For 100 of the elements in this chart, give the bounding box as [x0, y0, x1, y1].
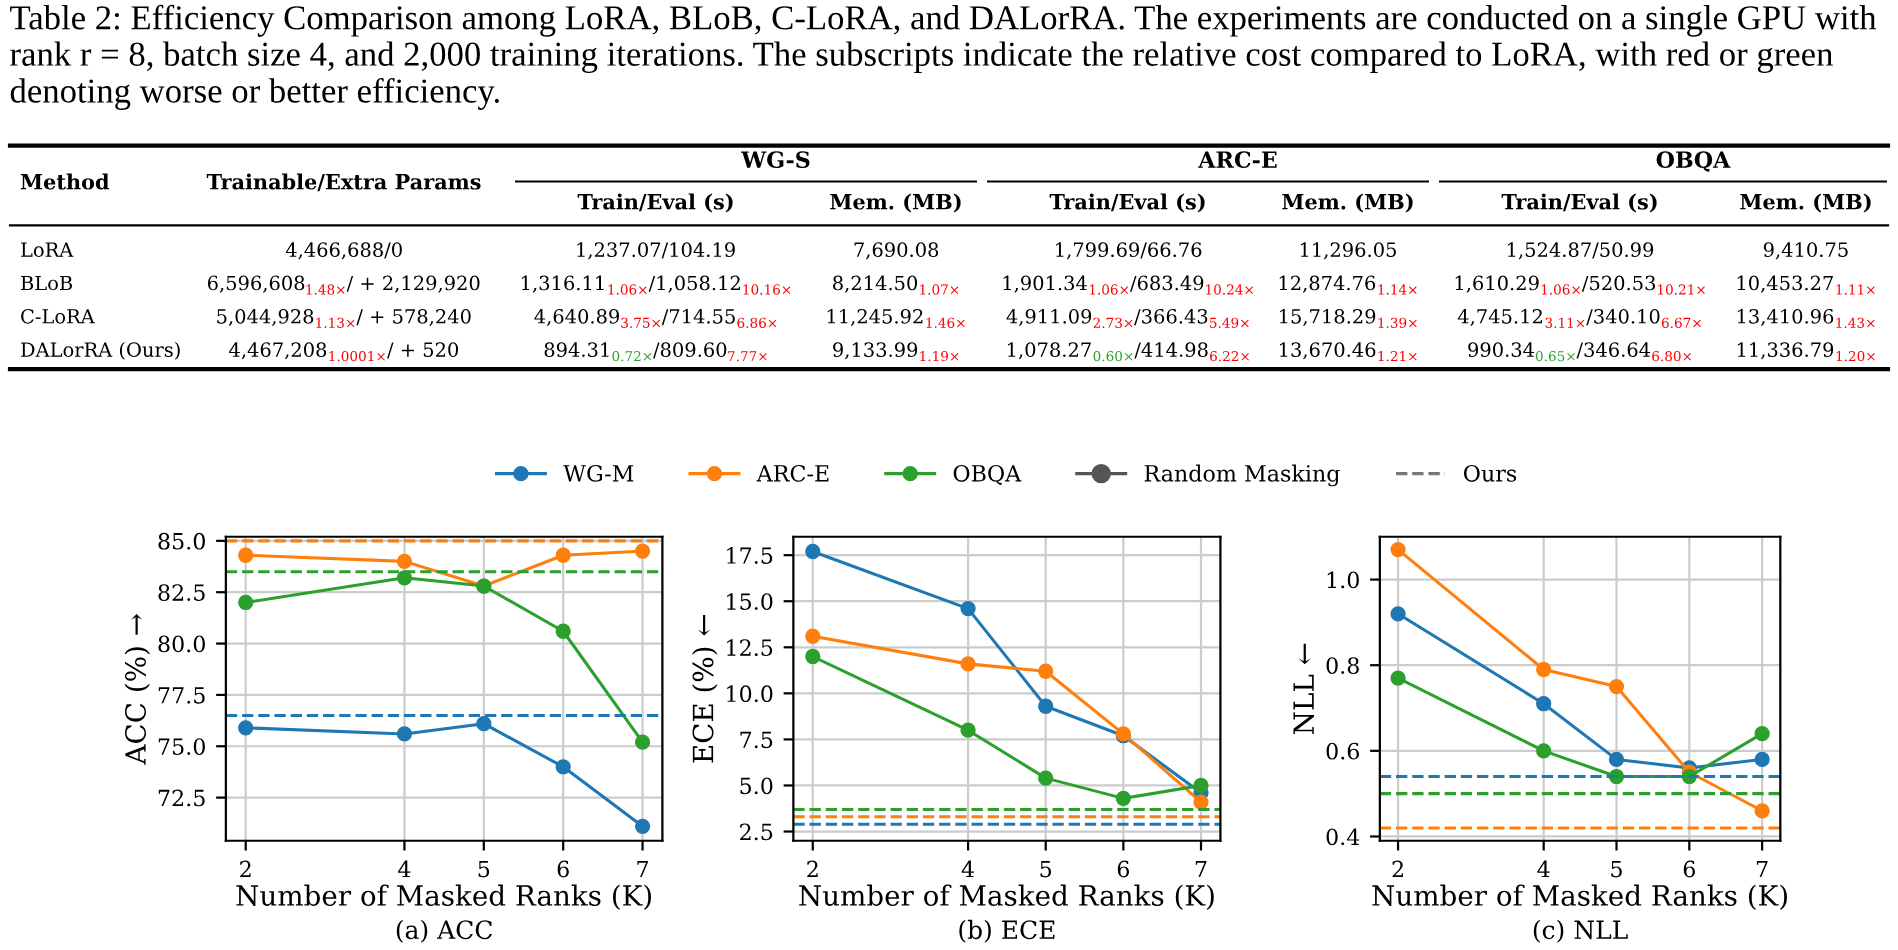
- point: [476, 716, 492, 732]
- legend-label: ARC-E: [756, 464, 829, 482]
- point: [555, 759, 571, 775]
- point: [555, 623, 571, 639]
- point: [960, 600, 976, 617]
- point: [1390, 541, 1406, 558]
- x-tick-label: 4: [398, 860, 411, 878]
- text: Random Masking: [1144, 464, 1340, 487]
- text: 1,524.87/50.99: [1508, 242, 1654, 260]
- point: [805, 648, 821, 665]
- category-label: Mem. (MB): [1282, 193, 1413, 213]
- text: ARC-E: [1198, 151, 1277, 169]
- point: [1038, 663, 1054, 679]
- x-axis-title: Number of Masked Ranks (K): [1372, 884, 1787, 910]
- point: [1536, 696, 1552, 712]
- text: 4,466,688/0: [285, 242, 402, 260]
- y-tick-label: 85.0: [158, 532, 205, 550]
- y-tick-label: 0.6: [1326, 742, 1359, 760]
- point: [238, 594, 254, 611]
- point: [1038, 698, 1054, 714]
- x-tick-label: 6: [557, 860, 569, 878]
- point: [1754, 751, 1770, 768]
- point: [238, 720, 254, 736]
- x-tick-label: 4: [1537, 860, 1550, 878]
- text: 7,690.08: [854, 242, 939, 260]
- text: BLoB: [21, 275, 73, 291]
- y-tick-label: 82.5: [158, 584, 205, 601]
- text: OBQA: [1656, 151, 1731, 172]
- point: [634, 734, 651, 750]
- x-tick-label: 5: [1040, 860, 1052, 878]
- y-axis-title: ACC (%) →: [124, 614, 150, 765]
- x-tick-label: 2: [1392, 860, 1403, 878]
- text: 9,410.75: [1763, 242, 1848, 260]
- y-tick-label: 12.5: [727, 639, 773, 657]
- x-tick-label: 2: [807, 860, 818, 878]
- x-tick-label: 2: [240, 860, 251, 878]
- x-axis-title: Number of Masked Ranks (K): [799, 884, 1214, 910]
- category-label: Mem. (MB): [830, 193, 961, 213]
- y-tick-label: 17.5: [727, 547, 773, 564]
- y-tick-label: 75.0: [158, 738, 205, 756]
- y-tick-label: 15.0: [727, 593, 773, 610]
- point: [1115, 790, 1131, 807]
- point: [960, 656, 976, 672]
- y-tick-label: 10.0: [727, 685, 773, 703]
- point: [555, 547, 571, 563]
- point: [805, 628, 821, 644]
- y-axis-title: NLL ←: [1293, 643, 1315, 735]
- text: Table 2: Efficiency Comparison among LoRA, BLoB, C-LoRA, and DALorRA. The experiments are conducted on a single GPU with rank r = 8, batch size 4, and 2,000 training iterations. The subscripts indicate the relative cost compared to LoRA, with red or green denoting worse or better efficiency.: [10, 4, 1877, 110]
- point: [634, 818, 651, 835]
- y-tick-label: 2.5: [740, 823, 773, 841]
- point: [1193, 794, 1209, 810]
- text: LoRA: [21, 242, 74, 258]
- x-tick-label: 5: [1611, 860, 1622, 878]
- text: (a) ACC: [396, 919, 492, 943]
- y-tick-label: 7.5: [740, 731, 773, 749]
- y-tick-label: 77.5: [158, 687, 205, 704]
- point: [396, 553, 413, 570]
- point: [1608, 678, 1625, 695]
- text: (b) ECE: [959, 919, 1055, 943]
- legend-label: OBQA: [953, 464, 1022, 485]
- text: 1,799.69/66.76: [1056, 242, 1202, 260]
- x-tick-label: 6: [1117, 860, 1130, 878]
- category-label: Trainable/Extra Params: [206, 173, 481, 192]
- legend-label: WG-M: [563, 464, 634, 482]
- point: [805, 543, 821, 560]
- point: [1754, 726, 1770, 742]
- point: [1390, 606, 1406, 622]
- point: [396, 726, 413, 742]
- point: [960, 722, 976, 738]
- x-tick-label: 7: [1756, 860, 1768, 878]
- point: [1536, 661, 1552, 678]
- point: [1754, 803, 1770, 819]
- point: [634, 543, 651, 559]
- category-label: Train/Eval (s): [1501, 193, 1657, 213]
- text: (c) NLL: [1533, 919, 1628, 943]
- y-tick-label: 1.0: [1327, 571, 1359, 589]
- x-tick-label: 6: [1683, 860, 1695, 878]
- point: [1193, 777, 1209, 794]
- x-tick-label: 7: [637, 860, 649, 878]
- text: C-LoRA: [21, 308, 95, 324]
- point: [238, 547, 254, 563]
- text: 1,237.07/104.19: [577, 242, 735, 260]
- x-tick-label: 7: [1195, 860, 1207, 878]
- y-tick-label: 80.0: [158, 635, 205, 653]
- text: WG-S: [740, 151, 810, 169]
- y-tick-label: 0.4: [1326, 828, 1360, 846]
- point: [396, 570, 413, 586]
- category-label: Train/Eval (s): [1049, 193, 1205, 213]
- x-tick-label: 4: [961, 860, 975, 878]
- point: [1608, 751, 1625, 768]
- x-axis-title: Number of Masked Ranks (K): [236, 884, 652, 910]
- x-tick-label: 5: [478, 860, 490, 878]
- y-axis-title: ECE (%) ←: [692, 614, 718, 763]
- text: 11,296.05: [1300, 242, 1396, 260]
- text: DALorRA (Ours): [21, 341, 180, 360]
- point: [1536, 743, 1552, 759]
- point: [1390, 670, 1406, 686]
- y-tick-label: 5.0: [740, 777, 773, 795]
- y-tick-label: 72.5: [158, 789, 205, 807]
- category-label: Mem. (MB): [1740, 193, 1871, 213]
